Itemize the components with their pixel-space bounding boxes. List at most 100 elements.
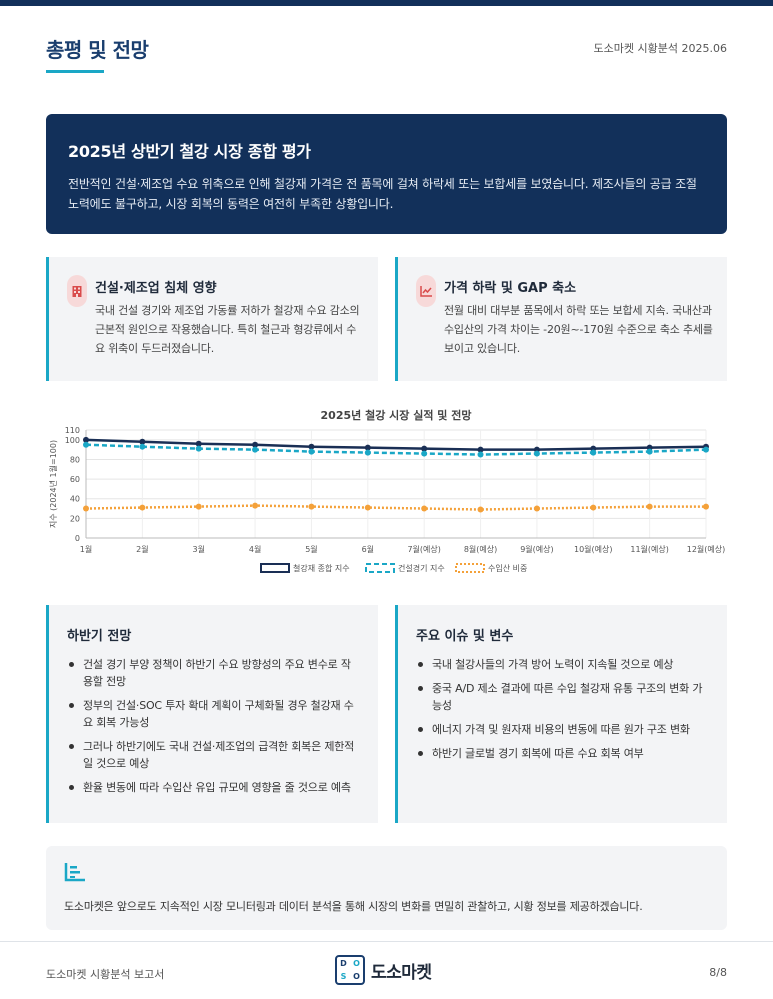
data-point bbox=[83, 436, 89, 443]
legend-swatch bbox=[455, 563, 485, 573]
data-point bbox=[83, 505, 89, 512]
y-tick-label: 60 bbox=[70, 475, 80, 484]
brand-logo: D O S O 도소마켓 bbox=[335, 955, 432, 985]
y-tick-label: 40 bbox=[70, 495, 80, 504]
x-tick-label: 2월 bbox=[136, 544, 148, 554]
trend-chart-icon bbox=[416, 275, 436, 307]
summary-title: 2025년 상반기 철강 시장 종합 평가 bbox=[68, 142, 311, 161]
data-point bbox=[364, 444, 371, 451]
header-meta: 도소마켓 시황분석 2025.06 bbox=[593, 42, 727, 55]
price-text: 전월 대비 대부분 품목에서 하락 또는 보합세 지속. 국내산과 수입산의 가… bbox=[444, 304, 713, 355]
data-point bbox=[195, 503, 202, 510]
data-point bbox=[252, 441, 259, 448]
logo-text: 도소마켓 bbox=[371, 962, 432, 983]
data-point bbox=[139, 504, 146, 511]
footer-divider bbox=[0, 941, 773, 942]
data-point bbox=[308, 448, 315, 455]
y-axis-label: 지수 (2024년 1월=100) bbox=[48, 440, 58, 528]
legend-swatch bbox=[365, 563, 395, 573]
data-point bbox=[139, 438, 146, 445]
legend-label: 건설경기 지수 bbox=[398, 563, 445, 573]
data-point bbox=[477, 446, 484, 453]
issue-item: 국내 철강사들의 가격 방어 노력이 지속될 것으로 예상 bbox=[416, 656, 709, 673]
data-point bbox=[364, 504, 371, 511]
y-tick-label: 110 bbox=[65, 426, 80, 435]
outlook-item: 그러나 하반기에도 국내 건설·제조업의 급격한 회복은 제한적일 것으로 예상 bbox=[67, 738, 360, 772]
closing-note: 도소마켓은 앞으로도 지속적인 시장 모니터링과 데이터 분석을 통해 시장의 … bbox=[46, 846, 727, 930]
price-card: 가격 하락 및 GAP 축소 전월 대비 대부분 품목에서 하락 또는 보합세 … bbox=[395, 257, 727, 381]
series-line bbox=[85, 504, 706, 511]
logo-letter: D bbox=[340, 959, 347, 968]
issues-list: 국내 철강사들의 가격 방어 노력이 지속될 것으로 예상 중국 A/D 제소 … bbox=[416, 656, 709, 762]
x-tick-label: 12월(예상) bbox=[687, 544, 726, 554]
data-point bbox=[477, 506, 484, 513]
y-tick-label: 100 bbox=[65, 436, 80, 445]
x-tick-label: 9월(예상) bbox=[520, 544, 553, 554]
outlook-box: 하반기 전망 건설 경기 부양 정책이 하반기 수요 방향성의 주요 변수로 작… bbox=[46, 605, 378, 823]
impact-card: 건설·제조업 침체 영향 국내 건설 경기와 제조업 가동률 저하가 철강재 수… bbox=[46, 257, 378, 381]
series-line bbox=[85, 438, 707, 451]
data-point bbox=[421, 445, 428, 452]
issue-item: 중국 A/D 제소 결과에 따른 수입 철강재 유통 구조의 변화 가능성 bbox=[416, 680, 709, 714]
impact-text: 국내 건설 경기와 제조업 가동률 저하가 철강재 수요 감소의 근본적 원인으… bbox=[95, 304, 360, 355]
impact-title: 건설·제조업 침체 영향 bbox=[95, 281, 217, 296]
top-accent-bar bbox=[0, 0, 773, 6]
data-point bbox=[421, 505, 428, 512]
outlook-item: 정부의 건설·SOC 투자 확대 계획이 구체화될 경우 철강재 수요 회복 가… bbox=[67, 697, 360, 731]
logo-letter: O bbox=[353, 972, 360, 981]
y-tick-label: 20 bbox=[70, 514, 80, 523]
data-point bbox=[646, 503, 653, 510]
x-tick-label: 6월 bbox=[362, 544, 374, 554]
title-underline bbox=[46, 70, 104, 73]
y-tick-label: 80 bbox=[70, 455, 80, 464]
x-tick-label: 10월(예상) bbox=[574, 544, 613, 554]
page-number: 8/8 bbox=[709, 966, 727, 979]
legend-swatch bbox=[260, 563, 290, 573]
legend-label: 철강재 종합 지수 bbox=[293, 563, 350, 573]
data-point bbox=[646, 448, 653, 455]
chart-title: 2025년 철강 시장 실적 및 전망 bbox=[321, 408, 472, 422]
data-point bbox=[590, 504, 597, 511]
x-tick-label: 3월 bbox=[193, 544, 205, 554]
data-point bbox=[703, 503, 709, 510]
data-point bbox=[195, 440, 202, 447]
data-point bbox=[139, 443, 146, 450]
page-title: 총평 및 전망 bbox=[46, 38, 149, 62]
bar-chart-icon bbox=[64, 862, 86, 886]
series-line bbox=[85, 443, 707, 456]
logo-letter: S bbox=[340, 972, 347, 981]
closing-text: 도소마켓은 앞으로도 지속적인 시장 모니터링과 데이터 분석을 통해 시장의 … bbox=[64, 900, 643, 913]
data-point bbox=[83, 441, 89, 448]
data-point bbox=[308, 503, 315, 510]
x-tick-label: 4월 bbox=[249, 544, 261, 554]
x-tick-label: 8월(예상) bbox=[464, 544, 497, 554]
legend-label: 수입산 비중 bbox=[488, 563, 527, 573]
market-chart: 2025년 철강 시장 실적 및 전망 0 20 40 60 80 100 110 1월 2월 3월… bbox=[46, 402, 727, 582]
data-point bbox=[477, 451, 484, 458]
y-tick-label: 0 bbox=[75, 534, 80, 543]
data-point bbox=[703, 446, 709, 453]
x-tick-label: 7월(예상) bbox=[407, 544, 440, 554]
x-tick-label: 1월 bbox=[80, 544, 92, 554]
outlook-item: 환율 변동에 따라 수입산 유입 규모에 영향을 줄 것으로 예측 bbox=[67, 779, 360, 796]
data-point bbox=[364, 449, 371, 456]
building-icon bbox=[67, 275, 87, 307]
outlook-list: 건설 경기 부양 정책이 하반기 수요 방향성의 주요 변수로 작용할 전망 정… bbox=[67, 656, 360, 796]
x-tick-label: 11월(예상) bbox=[630, 544, 669, 554]
issues-box: 주요 이슈 및 변수 국내 철강사들의 가격 방어 노력이 지속될 것으로 예상… bbox=[395, 605, 727, 823]
issue-item: 에너지 가격 및 원자재 비용의 변동에 따른 원가 구조 변화 bbox=[416, 721, 709, 738]
data-point bbox=[252, 446, 259, 453]
issues-title: 주요 이슈 및 변수 bbox=[416, 629, 514, 644]
price-title: 가격 하락 및 GAP 축소 bbox=[444, 281, 577, 296]
summary-panel: 2025년 상반기 철강 시장 종합 평가 전반적인 건설·제조업 수요 위축으… bbox=[46, 114, 727, 234]
data-point bbox=[195, 445, 202, 452]
data-point bbox=[252, 502, 259, 509]
outlook-title: 하반기 전망 bbox=[67, 629, 132, 644]
footer-report-name: 도소마켓 시황분석 보고서 bbox=[46, 968, 165, 981]
logo-letter: O bbox=[353, 959, 360, 968]
data-point bbox=[533, 505, 540, 512]
issue-item: 하반기 글로벌 경기 회복에 따른 수요 회복 여부 bbox=[416, 745, 709, 762]
logo-mark: D O S O bbox=[335, 955, 365, 985]
data-point bbox=[308, 443, 315, 450]
